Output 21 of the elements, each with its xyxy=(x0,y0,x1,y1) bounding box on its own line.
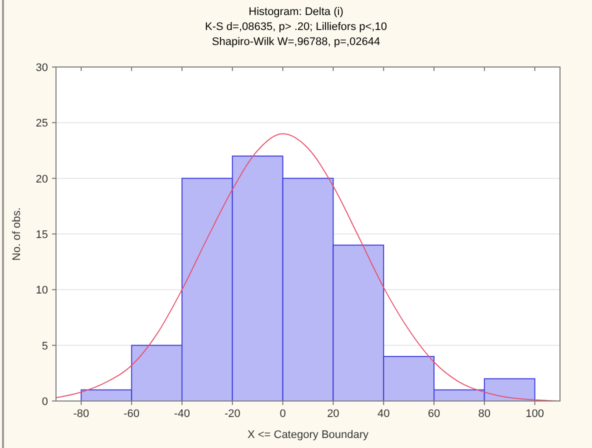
x-tick-label: -80 xyxy=(73,408,90,420)
y-tick-label: 30 xyxy=(36,62,48,74)
x-tick-label: 40 xyxy=(377,408,390,420)
x-tick-label: 20 xyxy=(327,408,340,420)
x-tick-label: -40 xyxy=(174,408,190,420)
x-tick-label: -60 xyxy=(124,408,140,420)
x-tick-label: 0 xyxy=(280,408,286,420)
y-tick-label: 0 xyxy=(42,396,48,408)
chart-title: Histogram: Delta (i) xyxy=(248,6,344,18)
x-tick-label: 100 xyxy=(526,408,544,420)
y-tick-label: 10 xyxy=(36,284,48,297)
y-tick-label: 5 xyxy=(42,340,48,352)
x-tick-label: 80 xyxy=(478,408,491,420)
x-tick-label: 60 xyxy=(428,408,440,420)
y-tick-label: 15 xyxy=(36,229,48,241)
x-axis-title: X <= Category Boundary xyxy=(247,429,370,441)
chart-subtitle: K-S d=,08635, p> .20; Lilliefors p<,10 Shapiro-Wilk W=,96788, p=,02644 xyxy=(205,21,387,48)
y-axis-title: No. of obs. xyxy=(11,207,23,261)
y-tick-label: 25 xyxy=(36,118,48,130)
y-tick-label: 20 xyxy=(36,173,48,186)
x-tick-label: -20 xyxy=(224,408,240,420)
